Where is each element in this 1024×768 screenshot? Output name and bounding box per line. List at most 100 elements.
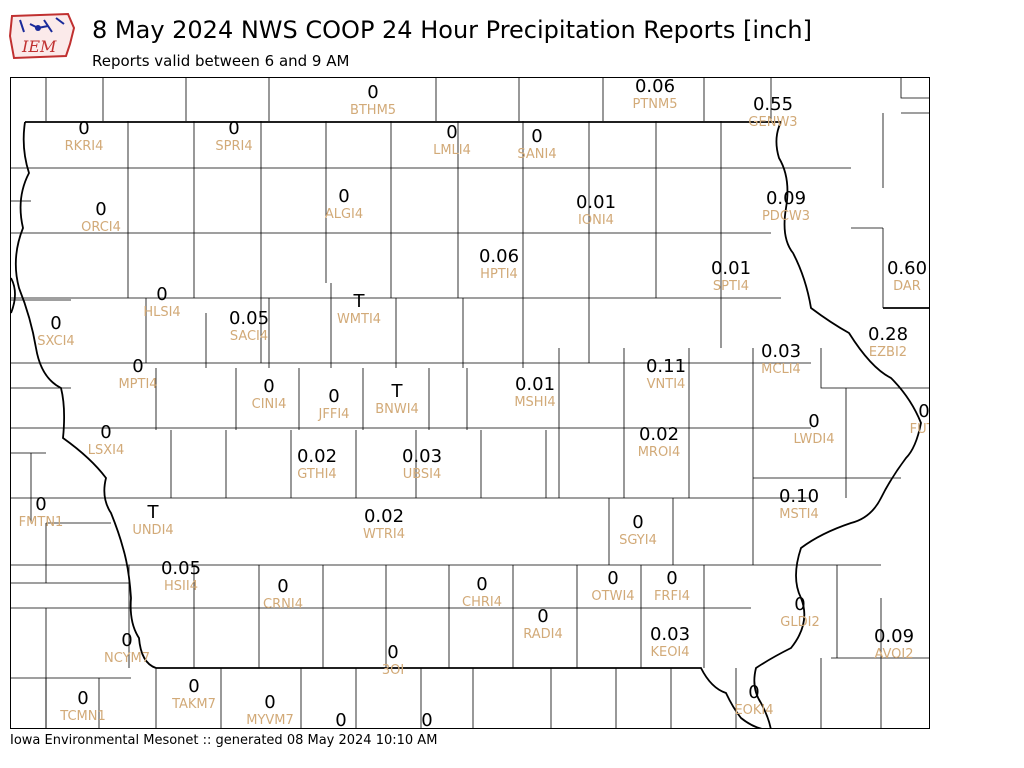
station-id: NCYM7 (103, 651, 151, 666)
station-id: FRFI4 (653, 589, 691, 604)
station-report: 0 SGYI4 (619, 514, 657, 548)
station-report: 0 SPRI4 (215, 118, 253, 154)
station-id: EOKI4 (734, 703, 774, 718)
station-id: GLDI2 (780, 615, 820, 630)
station-report: 0.03 KEOI4 (649, 624, 691, 660)
station-report: 0 CRNI4 (263, 576, 303, 612)
precip-value: 0 (748, 682, 760, 703)
station-id: SPRI4 (215, 139, 253, 154)
station-id: RKRI4 (64, 139, 104, 154)
station-id: BTHM5 (349, 103, 397, 118)
station-report: 0 LSXI4 (87, 422, 125, 458)
precip-value: 0 (387, 642, 399, 663)
station-report: 0 FRFI4 (653, 568, 691, 604)
station-report: 0 ORCI4 (81, 199, 121, 235)
station-report: 0 (421, 712, 432, 729)
precip-value: 0 (338, 186, 350, 207)
station-report: 0.09 AVOI2 (874, 628, 914, 662)
precip-value: 0 (263, 376, 275, 397)
station-report: 0 EOKI4 (734, 682, 774, 718)
station-report: 0 LWDI4 (793, 411, 834, 447)
station-id: UBSI4 (402, 467, 442, 482)
precip-value: 0 (666, 568, 678, 589)
station-id: PTNM5 (632, 97, 678, 112)
precip-value: 0.03 (649, 624, 691, 645)
station-report: 0 SXCI4 (37, 315, 75, 349)
station-id: AVOI2 (874, 647, 914, 662)
precip-value: T (391, 381, 403, 402)
precip-value: 0 (35, 494, 47, 515)
precip-value: 0 (808, 411, 820, 432)
station-report: 0 MPTI4 (118, 356, 157, 392)
iem-logo: IEM (8, 6, 76, 62)
station-report: 0.11 VNTI4 (646, 358, 686, 392)
precip-value: 0.01 (575, 192, 617, 213)
precip-value: 0.10 (778, 486, 820, 507)
precip-value: 0.09 (765, 188, 807, 209)
station-id: WMTI4 (336, 312, 382, 327)
logo-text: IEM (21, 37, 57, 56)
station-id: SANI4 (517, 147, 557, 162)
precip-value: 0 (228, 118, 240, 139)
station-id: VNTI4 (646, 377, 686, 392)
station-id: 3OI (381, 663, 405, 678)
station-id: MSTI4 (779, 507, 819, 522)
footer-credit: Iowa Environmental Mesonet :: generated … (10, 733, 438, 748)
precip-value: 0 (100, 422, 112, 443)
precip-value: 0.06 (478, 246, 520, 267)
station-report: 0.06 HPTI4 (478, 246, 520, 282)
station-id: KEOI4 (650, 645, 690, 660)
station-report: 0 ALGI4 (325, 186, 363, 222)
precip-value: 0.01 (710, 258, 752, 279)
precip-value: 0.60 (886, 258, 928, 279)
precip-value: 0 (77, 688, 89, 709)
county-boundaries (11, 78, 929, 728)
station-report: 0FUTI (909, 403, 929, 437)
precip-value: 0 (328, 386, 340, 407)
precip-value: T (147, 502, 159, 523)
station-id: FMTN1 (18, 515, 64, 530)
station-report: 0 JFFI4 (319, 386, 350, 422)
station-report: 0 RKRI4 (64, 118, 104, 154)
station-id: FUTI (909, 422, 929, 437)
station-report: 0 CINI4 (251, 376, 287, 412)
station-report: 0.09 PDCW3 (762, 188, 810, 224)
station-id: TCMN1 (60, 709, 106, 724)
station-report: 0 GLDI2 (780, 596, 820, 630)
station-id: LSXI4 (87, 443, 125, 458)
station-id: EZBI2 (868, 345, 908, 360)
station-id: CINI4 (251, 397, 287, 412)
station-report: 0 RADI4 (523, 606, 563, 642)
precip-value: 0.03 (760, 341, 802, 362)
precip-value: 0 (156, 284, 168, 305)
station-id: SXCI4 (37, 334, 75, 349)
precip-value: 0 (537, 606, 549, 627)
precip-value: 0 (78, 118, 90, 139)
precip-value: 0 (132, 356, 144, 377)
station-report: 0 MYVM7 (246, 694, 294, 728)
precip-value: 0 (607, 568, 619, 589)
station-report: 0 CHRI4 (462, 576, 502, 610)
precip-value: 0 (95, 199, 107, 220)
station-id: MCLI4 (761, 362, 801, 377)
station-report: T WMTI4 (336, 293, 382, 327)
station-id: DAR (893, 279, 921, 294)
precip-value: 0 (277, 576, 289, 597)
station-report: 0.02 GTHI4 (297, 448, 337, 482)
station-report: 0 TAKM7 (172, 678, 216, 712)
map-subtitle: Reports valid between 6 and 9 AM (92, 52, 350, 70)
station-report: 0.03 MCLI4 (760, 341, 802, 377)
station-report: T BNWI4 (375, 381, 419, 417)
station-id: WTRI4 (363, 527, 405, 542)
station-id: UNDI4 (132, 523, 174, 538)
precip-value: 0.01 (514, 374, 556, 395)
station-report: 0.55 GENW3 (748, 96, 797, 130)
station-id: BNWI4 (375, 402, 419, 417)
precip-value: 0 (421, 710, 433, 729)
station-report: 0.02 MROI4 (638, 426, 681, 460)
station-report: 0.01 SPTI4 (710, 258, 752, 294)
precip-value: 0.05 (160, 558, 202, 579)
precip-value: 0 (367, 82, 379, 103)
precip-value: 0.02 (363, 506, 405, 527)
station-id: CHRI4 (462, 595, 502, 610)
